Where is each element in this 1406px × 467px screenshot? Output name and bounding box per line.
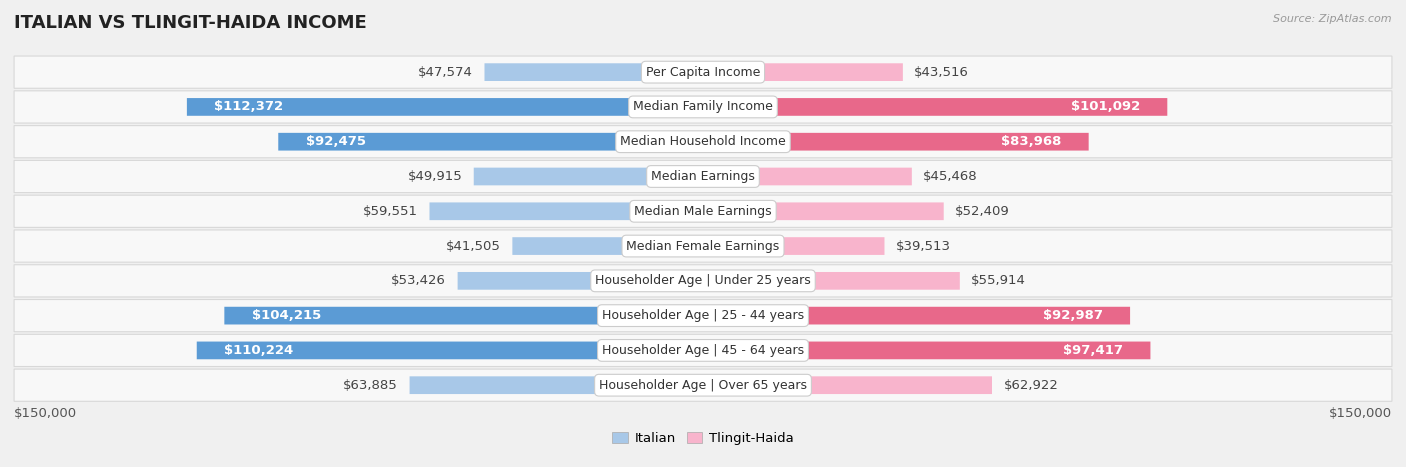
- FancyBboxPatch shape: [703, 272, 960, 290]
- FancyBboxPatch shape: [457, 272, 703, 290]
- Text: Householder Age | 25 - 44 years: Householder Age | 25 - 44 years: [602, 309, 804, 322]
- Text: $150,000: $150,000: [14, 407, 77, 420]
- FancyBboxPatch shape: [703, 376, 993, 394]
- FancyBboxPatch shape: [512, 237, 703, 255]
- Text: $47,574: $47,574: [418, 66, 472, 78]
- Text: $55,914: $55,914: [972, 274, 1026, 287]
- FancyBboxPatch shape: [409, 376, 703, 394]
- FancyBboxPatch shape: [703, 64, 903, 81]
- Text: $92,475: $92,475: [307, 135, 366, 148]
- Text: $53,426: $53,426: [391, 274, 446, 287]
- Text: $63,885: $63,885: [343, 379, 398, 392]
- Text: $41,505: $41,505: [446, 240, 501, 253]
- Text: $45,468: $45,468: [924, 170, 979, 183]
- Text: Householder Age | Over 65 years: Householder Age | Over 65 years: [599, 379, 807, 392]
- FancyBboxPatch shape: [278, 133, 703, 150]
- Text: $52,409: $52,409: [955, 205, 1010, 218]
- Text: Householder Age | 45 - 64 years: Householder Age | 45 - 64 years: [602, 344, 804, 357]
- Text: Per Capita Income: Per Capita Income: [645, 66, 761, 78]
- Text: $104,215: $104,215: [252, 309, 321, 322]
- FancyBboxPatch shape: [703, 133, 1088, 150]
- FancyBboxPatch shape: [225, 307, 703, 325]
- FancyBboxPatch shape: [14, 299, 1392, 332]
- FancyBboxPatch shape: [14, 369, 1392, 401]
- Text: ITALIAN VS TLINGIT-HAIDA INCOME: ITALIAN VS TLINGIT-HAIDA INCOME: [14, 14, 367, 32]
- FancyBboxPatch shape: [474, 168, 703, 185]
- Text: $97,417: $97,417: [1063, 344, 1123, 357]
- Text: Median Female Earnings: Median Female Earnings: [627, 240, 779, 253]
- Text: $150,000: $150,000: [1329, 407, 1392, 420]
- Text: $59,551: $59,551: [363, 205, 418, 218]
- Text: Median Earnings: Median Earnings: [651, 170, 755, 183]
- FancyBboxPatch shape: [14, 334, 1392, 367]
- Text: Median Family Income: Median Family Income: [633, 100, 773, 113]
- Text: Source: ZipAtlas.com: Source: ZipAtlas.com: [1274, 14, 1392, 24]
- FancyBboxPatch shape: [14, 160, 1392, 192]
- FancyBboxPatch shape: [14, 126, 1392, 158]
- FancyBboxPatch shape: [703, 307, 1130, 325]
- FancyBboxPatch shape: [187, 98, 703, 116]
- FancyBboxPatch shape: [14, 195, 1392, 227]
- Text: $49,915: $49,915: [408, 170, 463, 183]
- Text: $83,968: $83,968: [1001, 135, 1062, 148]
- Text: $43,516: $43,516: [914, 66, 969, 78]
- FancyBboxPatch shape: [14, 56, 1392, 88]
- FancyBboxPatch shape: [703, 237, 884, 255]
- Text: Median Household Income: Median Household Income: [620, 135, 786, 148]
- FancyBboxPatch shape: [14, 265, 1392, 297]
- Text: Median Male Earnings: Median Male Earnings: [634, 205, 772, 218]
- Text: $101,092: $101,092: [1070, 100, 1140, 113]
- FancyBboxPatch shape: [703, 98, 1167, 116]
- FancyBboxPatch shape: [14, 230, 1392, 262]
- Text: $112,372: $112,372: [215, 100, 284, 113]
- Text: $110,224: $110,224: [225, 344, 294, 357]
- Text: Householder Age | Under 25 years: Householder Age | Under 25 years: [595, 274, 811, 287]
- FancyBboxPatch shape: [14, 91, 1392, 123]
- Legend: Italian, Tlingit-Haida: Italian, Tlingit-Haida: [607, 427, 799, 451]
- FancyBboxPatch shape: [703, 341, 1150, 359]
- FancyBboxPatch shape: [197, 341, 703, 359]
- FancyBboxPatch shape: [429, 202, 703, 220]
- FancyBboxPatch shape: [703, 168, 912, 185]
- Text: $39,513: $39,513: [896, 240, 950, 253]
- Text: $92,987: $92,987: [1042, 309, 1102, 322]
- Text: $62,922: $62,922: [1004, 379, 1059, 392]
- FancyBboxPatch shape: [703, 202, 943, 220]
- FancyBboxPatch shape: [485, 64, 703, 81]
